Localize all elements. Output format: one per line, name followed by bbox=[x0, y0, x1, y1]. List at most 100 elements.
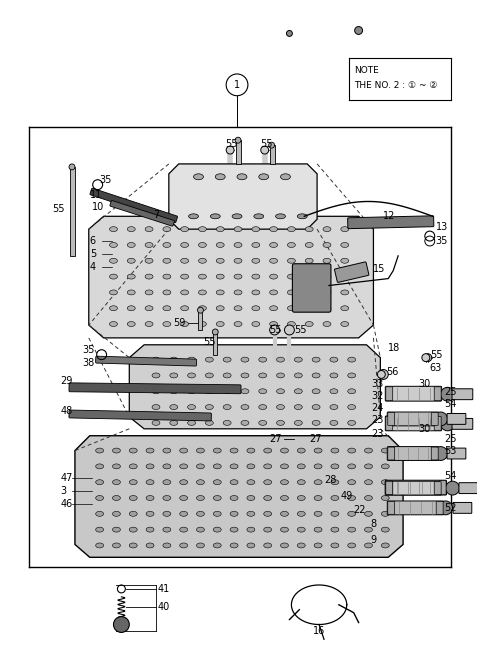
Text: 25: 25 bbox=[444, 434, 457, 443]
Ellipse shape bbox=[109, 242, 118, 248]
Ellipse shape bbox=[129, 527, 137, 532]
Ellipse shape bbox=[234, 322, 242, 326]
Ellipse shape bbox=[305, 227, 313, 232]
Ellipse shape bbox=[145, 322, 153, 326]
Text: 11: 11 bbox=[90, 189, 102, 200]
Text: 55: 55 bbox=[204, 337, 216, 347]
Ellipse shape bbox=[280, 479, 288, 485]
FancyBboxPatch shape bbox=[90, 188, 178, 223]
FancyBboxPatch shape bbox=[447, 413, 466, 424]
Ellipse shape bbox=[259, 405, 267, 409]
Circle shape bbox=[226, 146, 234, 154]
Circle shape bbox=[378, 369, 388, 379]
Ellipse shape bbox=[381, 464, 389, 469]
Ellipse shape bbox=[297, 512, 305, 516]
Ellipse shape bbox=[152, 389, 160, 394]
Ellipse shape bbox=[145, 274, 153, 279]
Circle shape bbox=[269, 142, 275, 148]
Ellipse shape bbox=[180, 242, 189, 248]
Ellipse shape bbox=[270, 306, 277, 310]
Ellipse shape bbox=[127, 306, 135, 310]
FancyBboxPatch shape bbox=[387, 412, 439, 426]
Ellipse shape bbox=[288, 274, 295, 279]
FancyBboxPatch shape bbox=[431, 447, 438, 460]
Text: 30: 30 bbox=[418, 379, 430, 389]
Ellipse shape bbox=[348, 479, 356, 485]
Ellipse shape bbox=[234, 227, 242, 232]
Polygon shape bbox=[75, 436, 403, 557]
Ellipse shape bbox=[170, 405, 178, 409]
Text: 56: 56 bbox=[386, 367, 399, 377]
Ellipse shape bbox=[294, 405, 302, 409]
Ellipse shape bbox=[189, 214, 199, 219]
Ellipse shape bbox=[276, 357, 285, 362]
Ellipse shape bbox=[276, 421, 285, 425]
Ellipse shape bbox=[364, 448, 372, 453]
Text: 30: 30 bbox=[418, 424, 430, 434]
Ellipse shape bbox=[364, 527, 372, 532]
Bar bbox=[236, 140, 241, 164]
Ellipse shape bbox=[210, 214, 220, 219]
Ellipse shape bbox=[305, 274, 313, 279]
Text: 8: 8 bbox=[371, 519, 377, 529]
Ellipse shape bbox=[112, 543, 120, 548]
Ellipse shape bbox=[234, 290, 242, 295]
Ellipse shape bbox=[305, 322, 313, 326]
Ellipse shape bbox=[280, 174, 290, 179]
Ellipse shape bbox=[180, 258, 189, 263]
Ellipse shape bbox=[323, 258, 331, 263]
Ellipse shape bbox=[341, 242, 349, 248]
Ellipse shape bbox=[288, 227, 295, 232]
Ellipse shape bbox=[348, 421, 356, 425]
Ellipse shape bbox=[314, 479, 322, 485]
Ellipse shape bbox=[323, 306, 331, 310]
Ellipse shape bbox=[247, 496, 255, 500]
Ellipse shape bbox=[230, 448, 238, 453]
Ellipse shape bbox=[205, 389, 213, 394]
Ellipse shape bbox=[145, 290, 153, 295]
Ellipse shape bbox=[280, 512, 288, 516]
Ellipse shape bbox=[129, 448, 137, 453]
Ellipse shape bbox=[341, 227, 349, 232]
FancyBboxPatch shape bbox=[452, 419, 473, 429]
Ellipse shape bbox=[348, 496, 356, 500]
Ellipse shape bbox=[348, 373, 356, 378]
Circle shape bbox=[439, 501, 453, 515]
Ellipse shape bbox=[348, 464, 356, 469]
Circle shape bbox=[69, 164, 75, 170]
Ellipse shape bbox=[127, 290, 135, 295]
Ellipse shape bbox=[294, 357, 302, 362]
Ellipse shape bbox=[381, 479, 389, 485]
Ellipse shape bbox=[152, 373, 160, 378]
FancyBboxPatch shape bbox=[452, 389, 473, 400]
Bar bbox=[70, 167, 75, 256]
Ellipse shape bbox=[237, 174, 247, 179]
Ellipse shape bbox=[348, 543, 356, 548]
Text: 47: 47 bbox=[60, 473, 72, 483]
Ellipse shape bbox=[341, 290, 349, 295]
Text: 6: 6 bbox=[90, 236, 96, 246]
Ellipse shape bbox=[252, 306, 260, 310]
Ellipse shape bbox=[109, 258, 118, 263]
Text: 23: 23 bbox=[372, 429, 384, 439]
Ellipse shape bbox=[112, 479, 120, 485]
Text: 54: 54 bbox=[444, 399, 457, 409]
Text: 5: 5 bbox=[90, 249, 96, 259]
Ellipse shape bbox=[188, 405, 195, 409]
Ellipse shape bbox=[254, 214, 264, 219]
Text: 54: 54 bbox=[444, 471, 457, 481]
Ellipse shape bbox=[216, 258, 224, 263]
Ellipse shape bbox=[288, 306, 295, 310]
Ellipse shape bbox=[312, 357, 320, 362]
Ellipse shape bbox=[364, 496, 372, 500]
Ellipse shape bbox=[259, 357, 267, 362]
Ellipse shape bbox=[264, 527, 272, 532]
Ellipse shape bbox=[247, 512, 255, 516]
Ellipse shape bbox=[241, 373, 249, 378]
Ellipse shape bbox=[252, 258, 260, 263]
Ellipse shape bbox=[297, 479, 305, 485]
Circle shape bbox=[197, 307, 204, 313]
Ellipse shape bbox=[180, 290, 189, 295]
Ellipse shape bbox=[381, 496, 389, 500]
Ellipse shape bbox=[348, 527, 356, 532]
